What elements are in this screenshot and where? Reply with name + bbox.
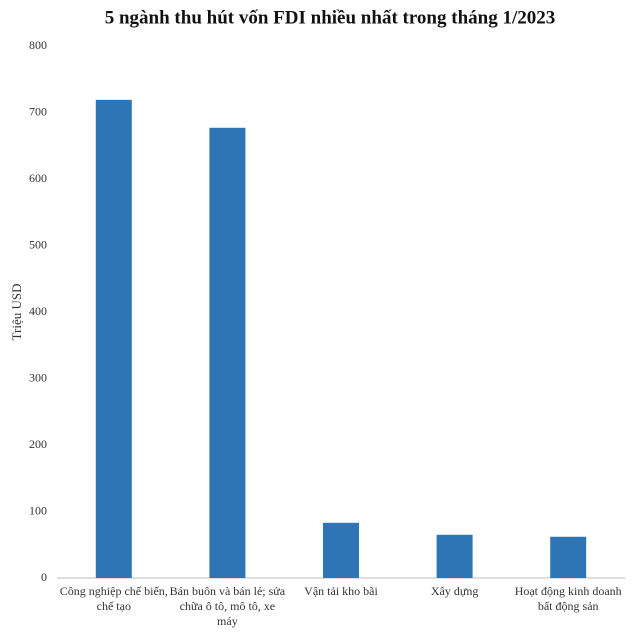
x-tick-label: Công nghiệp chế biến, chế tạo	[59, 584, 168, 613]
y-tick-label: 700	[29, 104, 47, 118]
bar	[95, 99, 132, 579]
x-tick-label: Xây dựng	[430, 584, 479, 598]
y-tick-label: 600	[29, 171, 47, 185]
chart-title: 5 ngành thu hút vốn FDI nhiều nhất trong…	[105, 7, 556, 28]
y-tick-label: 300	[29, 370, 47, 384]
y-tick-label: 400	[29, 304, 47, 318]
bar	[209, 127, 246, 579]
y-tick-label: 500	[29, 237, 47, 251]
x-tick-label: Hoạt động kinh doanh bất động sản	[514, 584, 622, 613]
y-tick-label: 800	[29, 38, 47, 52]
bar	[550, 536, 587, 578]
y-tick-label: 200	[29, 437, 47, 451]
y-axis-label: Triệu USD	[9, 284, 24, 341]
y-tick-label: 100	[29, 503, 47, 517]
x-tick-label: Vận tải kho bãi	[304, 584, 378, 598]
y-tick-label: 0	[41, 570, 47, 584]
bar	[323, 522, 359, 578]
x-tick-label: Bán buôn và bán lẻ; sửa chữa ô tô, mô tô…	[169, 584, 286, 628]
bar	[436, 534, 473, 578]
